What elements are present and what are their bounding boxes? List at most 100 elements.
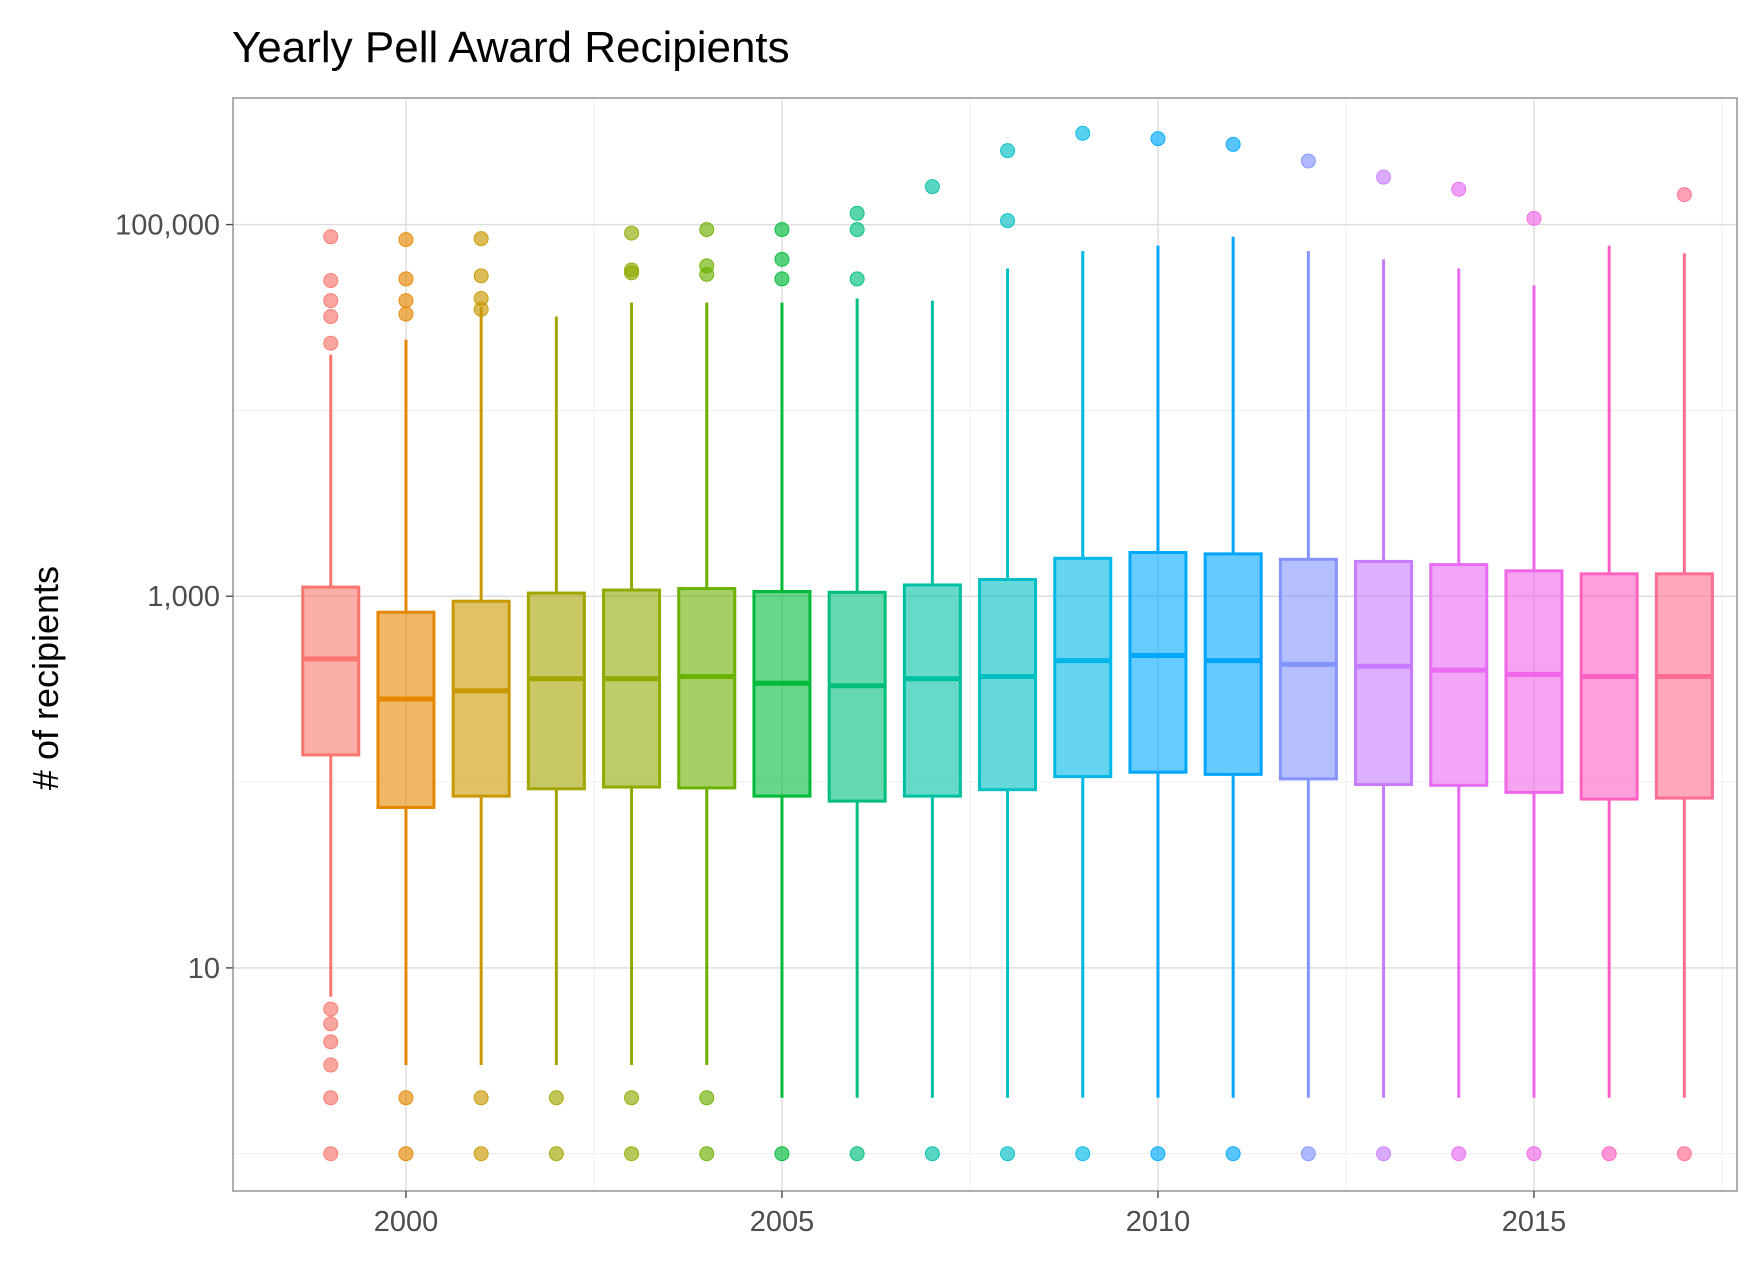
- box-2013: [1354, 169, 1414, 1162]
- iqr-box: [1128, 550, 1188, 774]
- box-2011: [1203, 136, 1263, 1162]
- iqr-box: [1654, 572, 1714, 800]
- box-2016: [1579, 245, 1639, 1162]
- outlier-point: [323, 1034, 339, 1050]
- outlier-point: [774, 1146, 790, 1162]
- outlier-point: [774, 222, 790, 238]
- iqr-box: [827, 590, 887, 803]
- outlier-point: [1150, 131, 1166, 147]
- outlier-point: [1451, 181, 1467, 197]
- box-2001: [451, 231, 511, 1162]
- outlier-point: [699, 222, 715, 238]
- iqr-box: [752, 590, 812, 798]
- x-tick-label: 2000: [374, 1206, 439, 1238]
- outlier-point: [323, 1016, 339, 1032]
- box-2002: [526, 316, 586, 1162]
- outlier-point: [1601, 1146, 1617, 1162]
- box-2017: [1654, 187, 1714, 1162]
- box-2015: [1504, 210, 1564, 1162]
- outlier-point: [1676, 187, 1692, 203]
- outlier-point: [323, 1090, 339, 1106]
- y-tick-label: 100,000: [115, 210, 220, 242]
- iqr-box: [1504, 569, 1564, 794]
- outlier-point: [323, 273, 339, 289]
- x-tick-label: 2015: [1502, 1206, 1567, 1238]
- outlier-point: [624, 225, 640, 241]
- outlier-point: [849, 222, 865, 238]
- outlier-point: [774, 271, 790, 287]
- iqr-box: [376, 610, 436, 809]
- outlier-point: [473, 231, 489, 247]
- outlier-point: [1075, 1146, 1091, 1162]
- outlier-point: [1000, 143, 1016, 159]
- outlier-point: [1526, 1146, 1542, 1162]
- box-1999: [301, 229, 361, 1162]
- box-2004: [677, 222, 737, 1162]
- y-axis: 10 1,000 100,000: [115, 210, 233, 985]
- outlier-point: [699, 1090, 715, 1106]
- outlier-point: [924, 1146, 940, 1162]
- iqr-box: [1278, 557, 1338, 781]
- box-2012: [1278, 153, 1338, 1162]
- outlier-point: [398, 1146, 414, 1162]
- y-axis-label: # of recipients: [25, 566, 66, 790]
- box-2008: [978, 143, 1038, 1162]
- outlier-point: [849, 271, 865, 287]
- outlier-point: [774, 251, 790, 267]
- outlier-point: [1000, 213, 1016, 229]
- box-2000: [376, 232, 436, 1162]
- iqr-box: [1354, 559, 1414, 787]
- outlier-point: [699, 1146, 715, 1162]
- outlier-point: [323, 229, 339, 245]
- box-2006: [827, 205, 887, 1162]
- outlier-point: [924, 179, 940, 195]
- outlier-point: [398, 1090, 414, 1106]
- outlier-point: [1376, 1146, 1392, 1162]
- outlier-point: [1300, 1146, 1316, 1162]
- iqr-box: [301, 585, 361, 757]
- x-tick-label: 2005: [750, 1206, 815, 1238]
- chart-title: Yearly Pell Award Recipients: [232, 23, 790, 72]
- outlier-point: [323, 1057, 339, 1073]
- outlier-point: [548, 1146, 564, 1162]
- iqr-box: [1429, 563, 1489, 787]
- outlier-point: [624, 1146, 640, 1162]
- outlier-point: [1451, 1146, 1467, 1162]
- x-tick-label: 2010: [1126, 1206, 1191, 1238]
- iqr-box: [602, 588, 662, 789]
- outlier-point: [1376, 169, 1392, 185]
- iqr-box: [978, 578, 1038, 792]
- outlier-point: [323, 293, 339, 309]
- outlier-point: [323, 1146, 339, 1162]
- outlier-point: [398, 293, 414, 309]
- outlier-point: [1075, 125, 1091, 141]
- outlier-point: [548, 1090, 564, 1106]
- outlier-point: [1000, 1146, 1016, 1162]
- iqr-box: [677, 587, 737, 790]
- outlier-point: [1225, 1146, 1241, 1162]
- y-tick-label: 1,000: [147, 581, 220, 613]
- iqr-box: [1203, 552, 1263, 776]
- box-2003: [602, 225, 662, 1162]
- outlier-point: [323, 309, 339, 325]
- outlier-point: [323, 1001, 339, 1017]
- iqr-box: [1053, 556, 1113, 779]
- outlier-point: [1676, 1146, 1692, 1162]
- outlier-point: [1526, 210, 1542, 226]
- outlier-point: [624, 1090, 640, 1106]
- outlier-point: [1150, 1146, 1166, 1162]
- box-2005: [752, 222, 812, 1162]
- outlier-point: [398, 232, 414, 248]
- y-tick-label: 10: [188, 953, 220, 985]
- outlier-point: [849, 205, 865, 221]
- outlier-point: [473, 268, 489, 284]
- boxes-layer: [301, 125, 1714, 1162]
- iqr-box: [451, 599, 511, 798]
- box-2010: [1128, 131, 1188, 1162]
- outlier-point: [473, 1090, 489, 1106]
- outlier-point: [1225, 136, 1241, 152]
- iqr-box: [1579, 572, 1639, 801]
- iqr-box: [902, 583, 962, 798]
- outlier-point: [699, 266, 715, 282]
